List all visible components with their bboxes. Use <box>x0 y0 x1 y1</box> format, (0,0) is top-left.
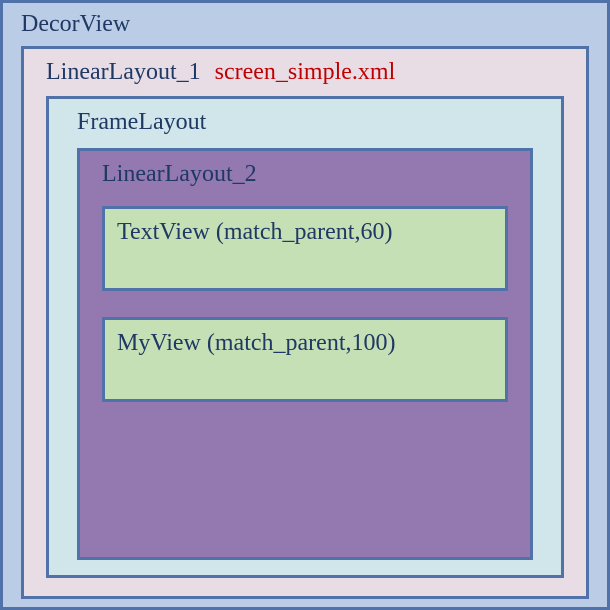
frame-layout-box: FrameLayout LinearLayout_2 TextView (mat… <box>46 96 564 578</box>
decor-view-label: DecorView <box>21 11 589 38</box>
linear-layout-1-annotation: screen_simple.xml <box>215 59 396 86</box>
linear-layout-1-labels: LinearLayout_1 screen_simple.xml <box>46 59 564 86</box>
linear-layout-1-label: LinearLayout_1 <box>46 59 201 86</box>
my-view-box: MyView (match_parent,100) <box>102 317 508 402</box>
decor-view-box: DecorView LinearLayout_1 screen_simple.x… <box>0 0 610 610</box>
linear-layout-2-box: LinearLayout_2 TextView (match_parent,60… <box>77 148 533 560</box>
text-view-box: TextView (match_parent,60) <box>102 206 508 291</box>
my-view-label: MyView (match_parent,100) <box>117 330 493 357</box>
text-view-label: TextView (match_parent,60) <box>117 219 493 246</box>
linear-layout-2-label: LinearLayout_2 <box>102 161 508 188</box>
linear-layout-1-box: LinearLayout_1 screen_simple.xml FrameLa… <box>21 46 589 599</box>
frame-layout-label: FrameLayout <box>77 109 533 136</box>
